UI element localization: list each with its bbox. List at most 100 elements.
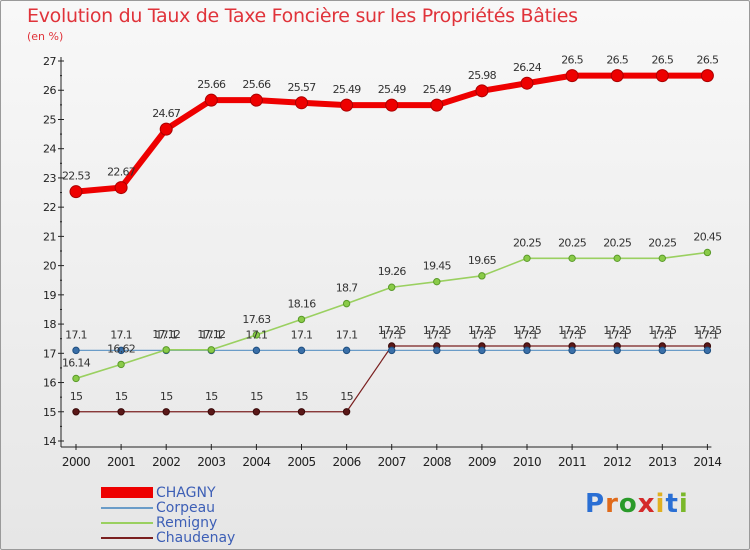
data-point-chagny (340, 98, 354, 112)
legend-item-corpeau: Corpeau (101, 499, 235, 516)
legend-label: Corpeau (156, 499, 216, 516)
chart-legend: CHAGNY Corpeau Remigny Chaudenay (101, 484, 235, 546)
data-point-chagny (114, 181, 128, 195)
logo-letter: r (605, 489, 619, 519)
data-label-chagny: 22.53 (62, 170, 91, 183)
data-label-chaudenay: 17.25 (378, 324, 407, 337)
data-point-chagny (655, 69, 669, 83)
data-point-remigny (568, 254, 576, 263)
data-label-remigny: 19.65 (468, 254, 497, 267)
y-tick-label: 16 (43, 377, 56, 390)
data-label-chaudenay: 17.25 (603, 324, 632, 337)
data-label-corpeau: 17.1 (336, 328, 358, 341)
data-point-chaudenay (252, 408, 261, 416)
data-label-chagny: 26.5 (697, 54, 719, 67)
data-label-corpeau: 17.1 (110, 328, 132, 341)
data-label-chagny: 25.57 (288, 81, 317, 94)
data-point-chaudenay (297, 408, 306, 416)
y-tick-label: 17 (43, 347, 56, 360)
data-label-remigny: 17.12 (197, 328, 225, 341)
y-tick-label: 14 (43, 435, 56, 448)
data-label-chagny: 26.5 (606, 54, 628, 67)
legend-swatch (101, 506, 153, 509)
data-label-remigny: 18.16 (288, 297, 317, 310)
data-label-chaudenay: 17.25 (513, 324, 542, 337)
data-point-corpeau (703, 346, 712, 355)
data-point-chaudenay (342, 408, 351, 416)
data-label-chaudenay: 15 (160, 390, 173, 403)
data-point-chagny (69, 185, 83, 199)
legend-swatch (101, 487, 153, 498)
data-point-chaudenay (72, 408, 80, 416)
logo-letter: o (618, 489, 638, 519)
data-label-chagny: 25.49 (423, 83, 452, 96)
data-point-corpeau (342, 346, 351, 355)
logo-letter: x (637, 489, 656, 519)
data-label-chagny: 26.24 (513, 61, 542, 74)
data-label-corpeau: 17.1 (697, 328, 719, 341)
y-tick-label: 24 (43, 143, 56, 156)
data-point-chaudenay (207, 408, 216, 416)
y-tick-label: 22 (43, 201, 56, 214)
legend-swatch (101, 521, 153, 524)
data-label-corpeau: 17.1 (246, 328, 268, 341)
data-point-corpeau (658, 346, 666, 355)
legend-item-chaudenay: Chaudenay (101, 530, 235, 546)
y-tick-label: 19 (43, 289, 56, 302)
data-point-chaudenay (162, 408, 170, 416)
x-tick-label: 2002 (152, 455, 180, 469)
x-tick-label: 2000 (62, 455, 90, 469)
chart-unit-label: (en %) (27, 30, 64, 43)
data-label-chaudenay: 17.25 (423, 324, 452, 337)
data-label-remigny: 17.12 (152, 328, 180, 341)
data-point-chagny (159, 122, 173, 136)
data-point-corpeau (613, 346, 621, 355)
x-tick-label: 2012 (603, 455, 631, 469)
data-label-corpeau: 17.1 (426, 328, 448, 341)
data-point-chagny (249, 93, 263, 107)
data-label-remigny: 16.14 (62, 356, 91, 369)
x-tick-label: 2006 (333, 455, 361, 469)
data-point-chagny (610, 69, 624, 83)
data-point-remigny (433, 277, 441, 286)
data-label-chagny: 26.5 (561, 54, 583, 67)
data-point-corpeau (523, 346, 531, 355)
legend-label: CHAGNY (156, 484, 216, 501)
data-label-corpeau: 17.1 (155, 328, 177, 341)
data-point-remigny (703, 248, 712, 257)
data-point-corpeau (72, 346, 80, 355)
data-label-chagny: 25.49 (333, 83, 362, 96)
data-point-remigny (207, 346, 216, 354)
data-point-remigny (658, 254, 666, 263)
data-label-chagny: 24.67 (152, 107, 181, 120)
data-label-remigny: 20.45 (693, 230, 722, 243)
x-tick-label: 2007 (378, 455, 406, 469)
data-label-corpeau: 17.1 (516, 328, 538, 341)
data-label-corpeau: 17.1 (561, 328, 583, 341)
data-point-remigny (388, 283, 396, 291)
data-label-chagny: 25.49 (378, 83, 407, 96)
y-tick-label: 26 (43, 84, 56, 97)
data-point-remigny (117, 360, 125, 369)
x-tick-label: 2001 (107, 455, 135, 469)
data-point-chaudenay (117, 408, 125, 416)
data-label-chagny: 25.66 (197, 78, 226, 91)
data-label-chaudenay: 15 (250, 390, 263, 403)
data-point-remigny (523, 254, 531, 263)
data-point-corpeau (388, 346, 396, 355)
data-label-chaudenay: 15 (115, 390, 128, 403)
data-label-corpeau: 17.1 (606, 328, 628, 341)
data-label-remigny: 20.25 (558, 236, 587, 249)
x-tick-label: 2011 (558, 455, 586, 469)
data-label-remigny: 18.7 (336, 282, 358, 295)
data-point-chagny (295, 96, 308, 110)
x-tick-label: 2008 (423, 455, 451, 469)
data-point-chagny (475, 84, 489, 98)
data-label-chaudenay: 17.25 (648, 324, 677, 337)
data-point-corpeau (433, 346, 441, 355)
data-point-corpeau (297, 346, 306, 355)
logo-letter: i (655, 489, 666, 519)
data-point-corpeau (252, 346, 261, 355)
